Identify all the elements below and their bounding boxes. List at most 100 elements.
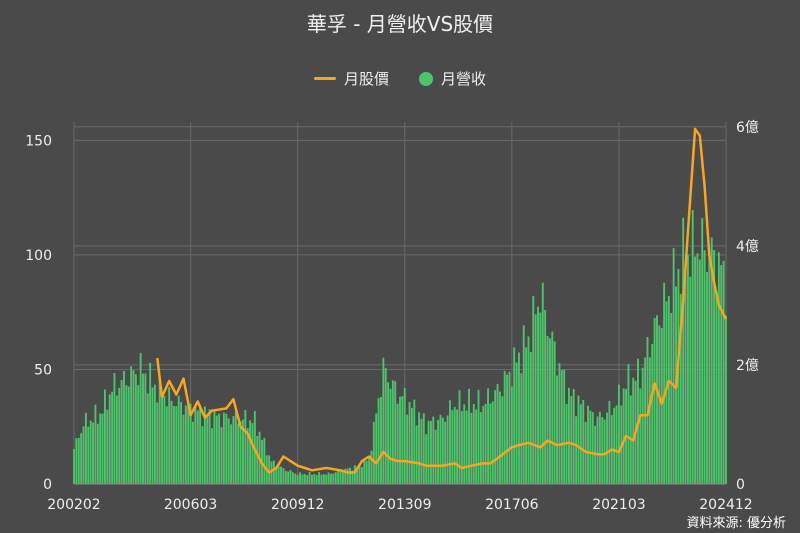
- revenue-bar: [106, 409, 109, 484]
- y-right-tick-label: 6億: [736, 120, 759, 136]
- revenue-bar: [127, 386, 130, 484]
- revenue-bar: [520, 373, 523, 484]
- revenue-bar: [537, 306, 539, 484]
- revenue-bar: [156, 402, 159, 484]
- revenue-bar: [648, 357, 651, 484]
- revenue-bar: [667, 295, 670, 484]
- revenue-bar: [406, 414, 409, 484]
- revenue-bar: [322, 474, 325, 484]
- revenue-bar: [358, 463, 361, 484]
- revenue-bar: [403, 388, 406, 484]
- revenue-bar: [686, 254, 689, 484]
- revenue-bar: [449, 400, 451, 484]
- revenue-bar: [296, 475, 299, 484]
- revenue-bar: [82, 426, 85, 484]
- revenue-bar: [330, 473, 332, 484]
- revenue-bar: [282, 468, 285, 484]
- revenue-bars: [73, 209, 727, 485]
- revenue-bar: [701, 217, 704, 484]
- revenue-bar: [246, 428, 249, 484]
- revenue-bar: [115, 395, 118, 484]
- revenue-bar: [706, 271, 708, 484]
- revenue-bar: [703, 250, 706, 484]
- legend-label-price: 月股價: [343, 70, 389, 88]
- revenue-bar: [232, 416, 235, 484]
- revenue-bar: [510, 386, 513, 484]
- y-left-tick-label: 150: [25, 133, 52, 149]
- revenue-bar: [268, 455, 271, 484]
- revenue-bar: [420, 418, 423, 484]
- revenue-bar: [591, 412, 594, 484]
- legend-item-revenue[interactable]: 月營收: [419, 68, 486, 89]
- revenue-bar: [187, 404, 190, 484]
- source-note: 資料來源: 優分析: [686, 516, 786, 531]
- revenue-bar: [180, 401, 183, 484]
- revenue-bar: [644, 357, 647, 484]
- revenue-bar: [73, 448, 75, 484]
- x-tick-label: 200202: [47, 497, 100, 513]
- y-left-tick-label: 0: [43, 477, 52, 493]
- revenue-bar: [325, 474, 328, 484]
- revenue-bar: [558, 363, 561, 484]
- revenue-bar: [498, 391, 501, 484]
- revenue-bar: [475, 409, 478, 484]
- revenue-bar: [491, 401, 494, 484]
- revenue-bar: [222, 412, 225, 484]
- revenue-bar: [270, 461, 273, 484]
- revenue-bar: [158, 375, 161, 484]
- revenue-bar: [658, 325, 661, 484]
- revenue-bar: [118, 387, 121, 484]
- revenue-bar: [410, 408, 413, 484]
- revenue-bar: [477, 389, 480, 484]
- revenue-bar: [289, 470, 292, 484]
- revenue-bar: [694, 256, 697, 484]
- revenue-bar: [529, 352, 532, 484]
- revenue-bar: [494, 390, 497, 484]
- revenue-bar: [444, 421, 447, 484]
- revenue-bar: [377, 398, 380, 484]
- revenue-bar: [425, 434, 428, 484]
- revenue-bar: [391, 380, 394, 484]
- revenue-bar: [244, 409, 247, 484]
- legend-item-price[interactable]: 月股價: [313, 68, 389, 89]
- revenue-bar: [275, 466, 278, 484]
- revenue-bar: [696, 253, 699, 484]
- revenue-bar: [548, 338, 551, 484]
- revenue-bar: [313, 473, 316, 484]
- revenue-bar: [389, 388, 392, 484]
- revenue-bar: [306, 475, 309, 484]
- grid-lines: [73, 122, 727, 484]
- legend-dot-icon: [419, 71, 433, 86]
- revenue-bar: [713, 249, 716, 484]
- revenue-bar: [211, 428, 213, 484]
- revenue-bar: [249, 420, 252, 484]
- revenue-bar: [353, 465, 356, 484]
- x-tick-label: 200603: [164, 497, 217, 513]
- revenue-bar: [441, 417, 444, 484]
- revenue-bar: [175, 406, 178, 484]
- revenue-bar: [568, 387, 570, 484]
- revenue-bar: [551, 331, 554, 484]
- revenue-bar: [651, 344, 654, 484]
- revenue-bar: [189, 403, 192, 484]
- revenue-bar: [365, 460, 368, 484]
- revenue-bar: [460, 411, 463, 484]
- revenue-bar: [639, 388, 642, 484]
- revenue-bar: [177, 395, 180, 484]
- revenue-bar: [472, 404, 475, 484]
- revenue-bar: [622, 388, 625, 484]
- revenue-bar: [691, 209, 694, 485]
- revenue-bar: [525, 347, 528, 484]
- y-right-tick-label: 2億: [736, 358, 759, 374]
- revenue-bar: [465, 410, 468, 484]
- revenue-bar: [439, 414, 442, 484]
- revenue-bar: [339, 470, 342, 484]
- revenue-bar: [613, 407, 616, 484]
- revenue-bar: [196, 410, 199, 484]
- revenue-bar: [163, 395, 166, 484]
- revenue-bar: [291, 472, 294, 484]
- revenue-bar: [482, 405, 485, 484]
- revenue-bar: [660, 327, 663, 484]
- revenue-bar: [94, 404, 97, 484]
